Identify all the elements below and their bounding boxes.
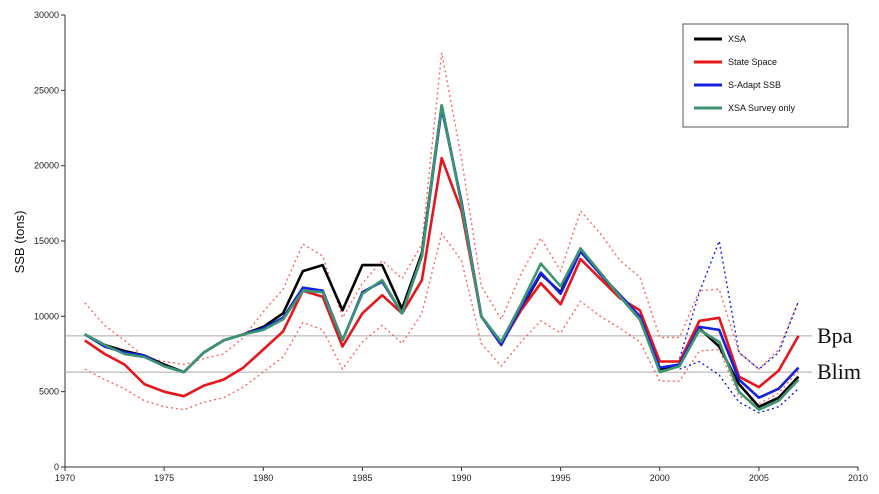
x-tick-label: 2010 — [848, 473, 868, 483]
x-tick-label: 1975 — [154, 473, 174, 483]
legend-label-state-space: State Space — [728, 57, 777, 67]
band-lower-state-space — [84, 231, 800, 411]
legend-label-xsa: XSA — [728, 34, 746, 44]
y-tick-label: 15000 — [34, 236, 59, 246]
band-lower-s-adapt-ssb — [679, 360, 799, 414]
y-tick-label: 20000 — [34, 161, 59, 171]
axes: 0 5000 10000 15000 20000 25000 30000 1970 1975 19… — [34, 10, 868, 483]
legend-label-xsa-survey-only: XSA Survey only — [728, 103, 796, 113]
y-tick-label: 25000 — [34, 85, 59, 95]
legend-box — [682, 23, 849, 128]
reference-label-bpa: Bpa — [817, 323, 853, 348]
x-tick-label: 1995 — [551, 473, 571, 483]
reference-label-blim: Blim — [817, 359, 861, 384]
x-tick-label: 1970 — [55, 473, 75, 483]
legend: XSA State Space S-Adapt SSB XSA Survey only — [682, 23, 849, 128]
x-tick-label: 2000 — [650, 473, 670, 483]
y-tick-label: 5000 — [39, 387, 59, 397]
reference-lines: Bpa Blim — [65, 323, 861, 384]
x-tick-label: 2005 — [749, 473, 769, 483]
y-tick-label: 10000 — [34, 311, 59, 321]
y-tick-label: 0 — [54, 462, 59, 472]
series-line-s-adapt-ssb — [84, 107, 800, 400]
x-tick-label: 1985 — [352, 473, 372, 483]
series-line-state-space — [84, 156, 800, 398]
series-line-xsa — [84, 104, 800, 409]
confidence-bands — [84, 52, 800, 414]
band-upper-state-space — [84, 52, 800, 371]
y-axis-label: SSB (tons) — [12, 211, 27, 274]
x-tick-label: 1990 — [451, 473, 471, 483]
y-tick-label: 30000 — [34, 10, 59, 20]
legend-label-s-adapt-ssb: S-Adapt SSB — [728, 80, 781, 90]
series-line-xsa-survey-only — [84, 104, 800, 412]
series-lines — [84, 104, 800, 412]
band-upper-s-adapt-ssb — [678, 238, 800, 371]
x-tick-label: 1980 — [253, 473, 273, 483]
